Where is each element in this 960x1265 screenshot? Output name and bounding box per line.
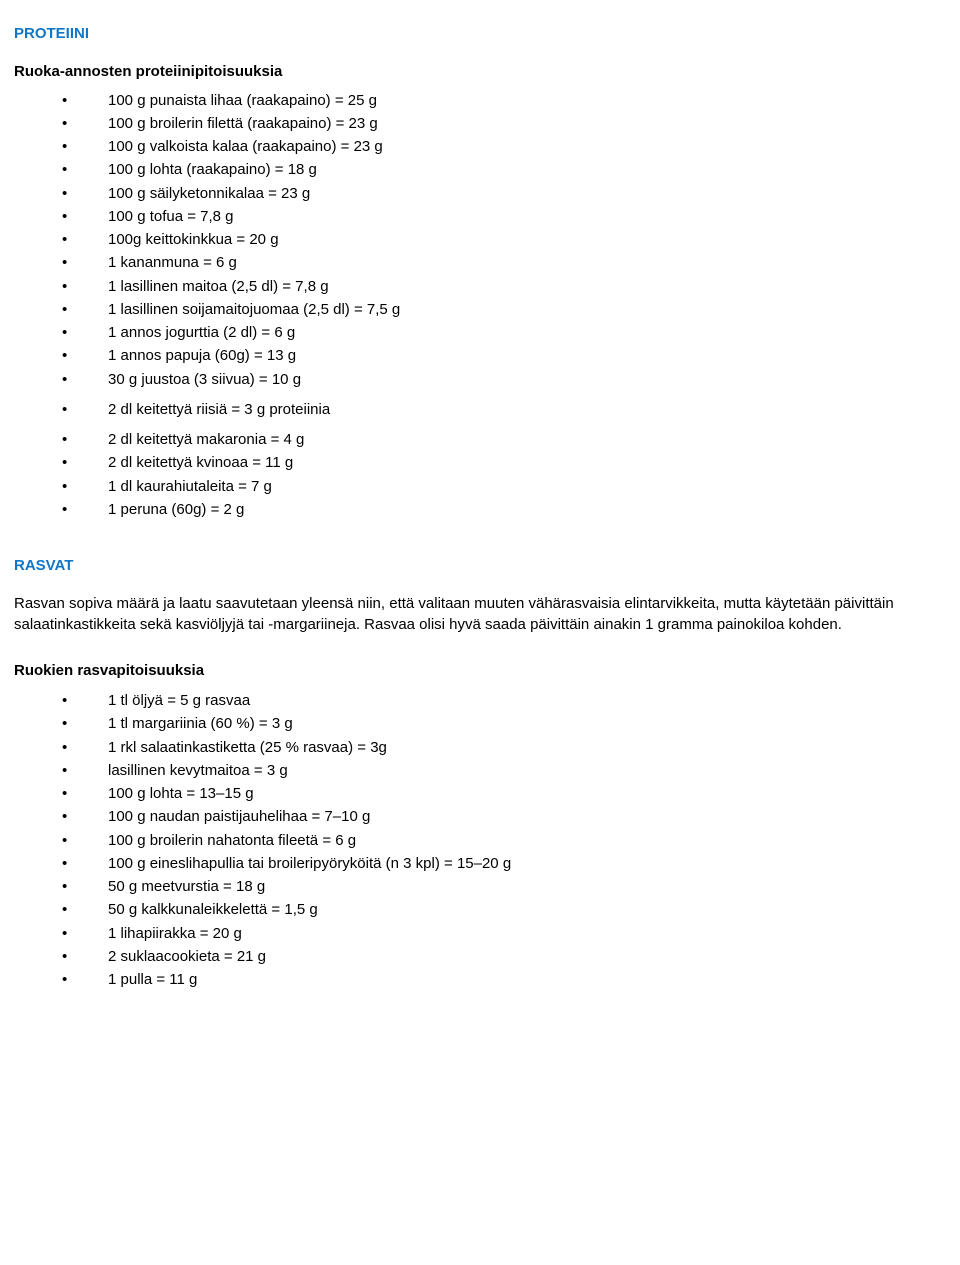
list-item: 1 rkl salaatinkastiketta (25 % rasvaa) =… bbox=[62, 738, 952, 758]
list-item: 100 g naudan paistijauhelihaa = 7–10 g bbox=[62, 807, 952, 827]
list-item: 1 annos papuja (60g) = 13 g bbox=[62, 346, 952, 366]
protein-subheading: Ruoka-annosten proteiinipitoisuuksia bbox=[14, 62, 952, 82]
fats-heading: RASVAT bbox=[14, 556, 952, 576]
fats-list: 1 tl öljyä = 5 g rasvaa 1 tl margariinia… bbox=[62, 691, 952, 990]
list-item: 1 pulla = 11 g bbox=[62, 970, 952, 990]
list-item: 100 g tofua = 7,8 g bbox=[62, 207, 952, 227]
list-item: 100 g punaista lihaa (raakapaino) = 25 g bbox=[62, 91, 952, 111]
protein-list: 100 g punaista lihaa (raakapaino) = 25 g… bbox=[62, 91, 952, 521]
list-item: 1 lasillinen maitoa (2,5 dl) = 7,8 g bbox=[62, 277, 952, 297]
list-item: lasillinen kevytmaitoa = 3 g bbox=[62, 761, 952, 781]
protein-heading: PROTEIINI bbox=[14, 24, 952, 44]
list-item: 100 g broilerin nahatonta fileetä = 6 g bbox=[62, 831, 952, 851]
list-item: 30 g juustoa (3 siivua) = 10 g bbox=[62, 370, 952, 390]
list-item: 1 annos jogurttia (2 dl) = 6 g bbox=[62, 323, 952, 343]
list-item: 1 peruna (60g) = 2 g bbox=[62, 500, 952, 520]
list-item: 100 g lohta (raakapaino) = 18 g bbox=[62, 160, 952, 180]
list-item: 2 suklaacookieta = 21 g bbox=[62, 947, 952, 967]
list-item: 100 g eineslihapullia tai broileripyöryk… bbox=[62, 854, 952, 874]
list-item: 1 lihapiirakka = 20 g bbox=[62, 924, 952, 944]
list-item: 50 g kalkkunaleikkelettä = 1,5 g bbox=[62, 900, 952, 920]
list-item: 100 g säilyketonnikalaa = 23 g bbox=[62, 184, 952, 204]
list-item: 1 dl kaurahiutaleita = 7 g bbox=[62, 477, 952, 497]
list-item: 100 g lohta = 13–15 g bbox=[62, 784, 952, 804]
list-item: 1 lasillinen soijamaitojuomaa (2,5 dl) =… bbox=[62, 300, 952, 320]
list-item: 50 g meetvurstia = 18 g bbox=[62, 877, 952, 897]
list-item: 2 dl keitettyä riisiä = 3 g proteiinia bbox=[62, 400, 952, 420]
list-item: 100g keittokinkkua = 20 g bbox=[62, 230, 952, 250]
fats-subheading: Ruokien rasvapitoisuuksia bbox=[14, 661, 952, 681]
list-item: 1 tl margariinia (60 %) = 3 g bbox=[62, 714, 952, 734]
list-item: 100 g broilerin filettä (raakapaino) = 2… bbox=[62, 114, 952, 134]
list-item: 2 dl keitettyä kvinoaa = 11 g bbox=[62, 453, 952, 473]
list-item: 1 tl öljyä = 5 g rasvaa bbox=[62, 691, 952, 711]
list-item: 1 kananmuna = 6 g bbox=[62, 253, 952, 273]
fats-intro: Rasvan sopiva määrä ja laatu saavutetaan… bbox=[14, 594, 952, 635]
list-item: 2 dl keitettyä makaronia = 4 g bbox=[62, 430, 952, 450]
list-item: 100 g valkoista kalaa (raakapaino) = 23 … bbox=[62, 137, 952, 157]
